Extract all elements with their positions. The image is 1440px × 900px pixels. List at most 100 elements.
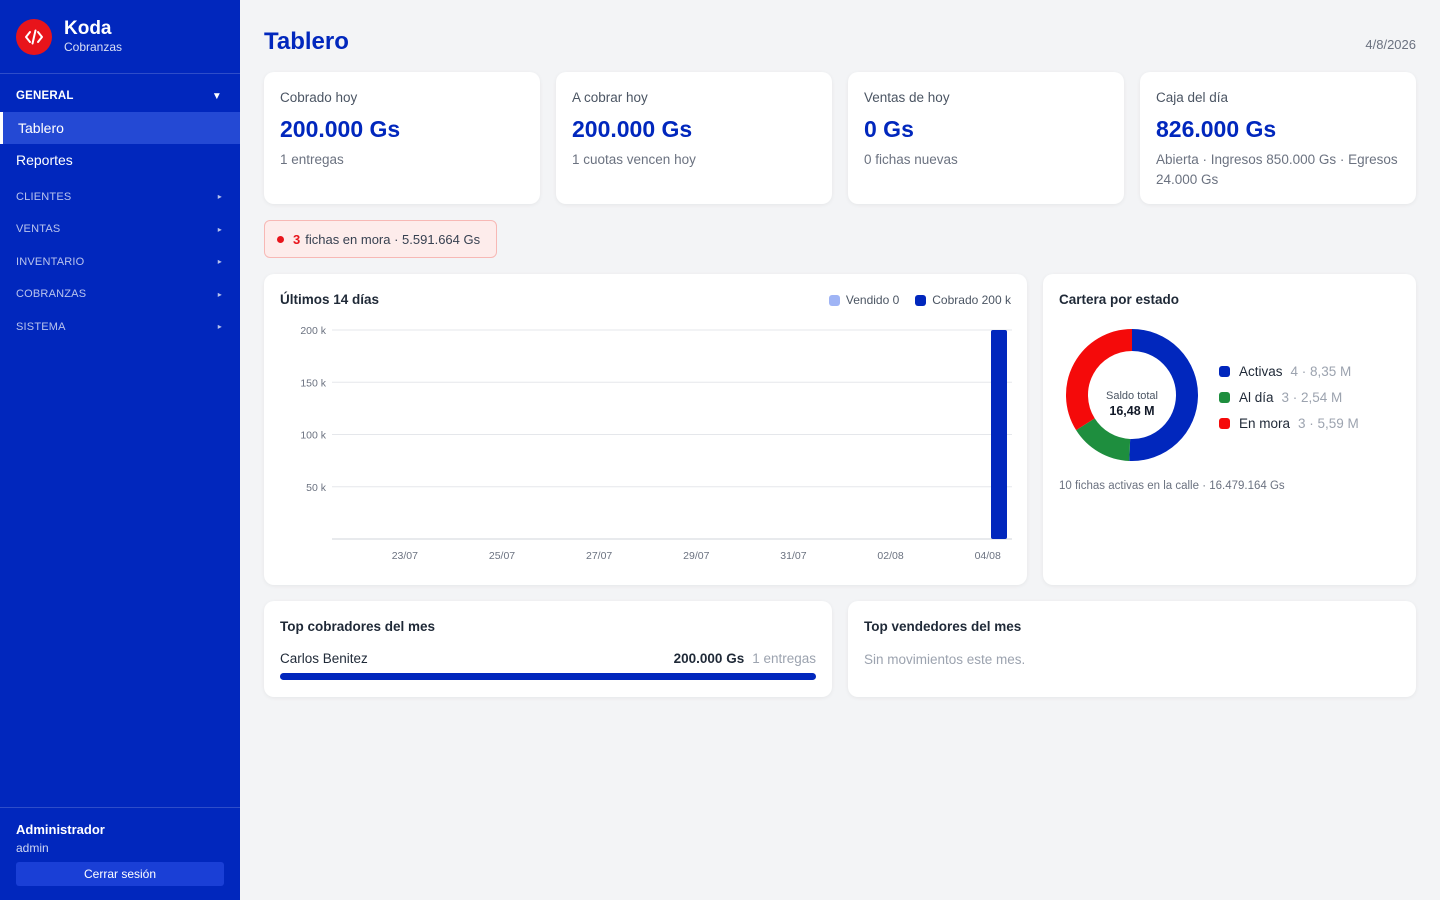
cobrador-amount: 200.000 Gs bbox=[673, 651, 745, 666]
top-vendedores-title: Top vendedores del mes bbox=[864, 619, 1022, 634]
stat-label: Cobrado hoy bbox=[280, 90, 358, 105]
legend-item-vendido: Vendido 0 bbox=[828, 293, 899, 307]
sidebar-item-reportes[interactable]: Reportes bbox=[16, 152, 73, 168]
y-tick-label: 50 k bbox=[306, 482, 327, 494]
donut-legend: Activas 4 · 8,35 M Al día 3 · 2,54 M En … bbox=[1219, 358, 1359, 436]
x-tick-label: 23/07 bbox=[392, 550, 418, 562]
nav-section-inventario[interactable]: INVENTARIO ▸ bbox=[0, 250, 240, 274]
nav-section-general[interactable]: GENERAL ▼ bbox=[0, 84, 240, 108]
stat-card-caja-dia: Caja del día 826.000 Gs Abierta · Ingres… bbox=[1140, 72, 1416, 204]
chevron-right-icon: ▸ bbox=[217, 257, 222, 266]
donut-slice-activas[interactable] bbox=[1129, 329, 1198, 461]
list-item: Carlos Benitez 200.000 Gs 1 entregas bbox=[280, 651, 816, 666]
y-tick-label: 100 k bbox=[300, 430, 326, 442]
legend-label: En mora bbox=[1239, 415, 1291, 431]
progress-fill bbox=[280, 673, 816, 680]
nav-section-sistema[interactable]: SISTEMA ▸ bbox=[0, 315, 240, 339]
alert-count: 3 bbox=[293, 231, 301, 247]
stat-card-a-cobrar-hoy: A cobrar hoy 200.000 Gs 1 cuotas vencen … bbox=[556, 72, 832, 204]
stat-label: Ventas de hoy bbox=[864, 90, 950, 105]
nav-section-label: SISTEMA bbox=[16, 320, 66, 333]
legend-label: Al día bbox=[1239, 389, 1274, 405]
donut-legend-al-dia: Al día 3 · 2,54 M bbox=[1219, 384, 1359, 410]
cobrador-count: 1 entregas bbox=[752, 651, 816, 666]
empty-state-text: Sin movimientos este mes. bbox=[864, 652, 1026, 667]
brand-name: Koda bbox=[64, 17, 112, 39]
y-tick-label: 150 k bbox=[300, 377, 326, 389]
nav-section-clientes[interactable]: CLIENTES ▸ bbox=[0, 185, 240, 209]
legend-swatch bbox=[828, 294, 840, 306]
stat-label: A cobrar hoy bbox=[572, 90, 648, 105]
legend-meta: 3 · 2,54 M bbox=[1281, 389, 1343, 405]
legend-item-cobrado: Cobrado 200 k bbox=[915, 293, 1011, 307]
chart-card-cartera: Cartera por estado Saldo total 16,48 M A… bbox=[1043, 274, 1416, 585]
nav-section-label: VENTAS bbox=[16, 223, 61, 235]
nav-section-label: COBRANZAS bbox=[16, 288, 87, 300]
top-cobradores-card: Top cobradores del mes Carlos Benitez 20… bbox=[264, 601, 832, 697]
bar-cobrado[interactable] bbox=[991, 330, 1007, 539]
stat-sub: Abierta · Ingresos 850.000 Gs · Egresos … bbox=[1156, 152, 1398, 187]
donut-center-value: 16,48 M bbox=[1109, 404, 1154, 418]
stat-card-cobrado-hoy: Cobrado hoy 200.000 Gs 1 entregas bbox=[264, 72, 540, 204]
mora-alert[interactable]: 3 fichas en mora · 5.591.664 Gs bbox=[264, 220, 497, 258]
legend-swatch bbox=[1219, 365, 1230, 377]
stat-card-ventas-hoy: Ventas de hoy 0 Gs 0 fichas nuevas bbox=[848, 72, 1124, 204]
stat-value: 200.000 Gs bbox=[280, 116, 401, 142]
x-tick-label: 29/07 bbox=[683, 550, 709, 562]
nav-section-label: CLIENTES bbox=[16, 190, 72, 203]
brand[interactable]: Koda Cobranzas bbox=[0, 0, 240, 74]
legend-swatch bbox=[1219, 391, 1230, 403]
brand-subtitle: Cobranzas bbox=[64, 39, 123, 54]
legend-meta: 4 · 8,35 M bbox=[1290, 363, 1352, 379]
x-tick-label: 25/07 bbox=[489, 550, 515, 562]
chart-legend: Vendido 0 Cobrado 200 k bbox=[813, 293, 1011, 307]
chart-title: Últimos 14 días bbox=[280, 292, 380, 307]
donut-legend-en-mora: En mora 3 · 5,59 M bbox=[1219, 410, 1359, 436]
donut-footer: 10 fichas activas en la calle · 16.479.1… bbox=[1059, 480, 1285, 492]
sidebar: Koda Cobranzas GENERAL ▼ Tablero Reporte… bbox=[0, 0, 240, 900]
stat-sub: 1 cuotas vencen hoy bbox=[572, 152, 696, 167]
chevron-right-icon: ▸ bbox=[217, 322, 222, 331]
chevron-right-icon: ▸ bbox=[217, 192, 222, 201]
code-icon bbox=[16, 18, 52, 55]
donut-center-label: Saldo total bbox=[1106, 390, 1158, 402]
nav-section-label: INVENTARIO bbox=[16, 255, 85, 268]
x-tick-label: 02/08 bbox=[877, 550, 903, 562]
bar-chart: 50 k 100 k 150 k 200 k 23/07 25/07 27/07 29/07 3… bbox=[300, 325, 1012, 562]
chart-card-ultimos-14-dias: Últimos 14 días Vendido 0 Cobrado 200 k … bbox=[264, 274, 1027, 585]
top-cobradores-title: Top cobradores del mes bbox=[280, 619, 436, 634]
stat-value: 200.000 Gs bbox=[572, 116, 693, 142]
legend-swatch bbox=[1219, 417, 1230, 429]
user-login: admin bbox=[16, 841, 49, 855]
alert-dot-icon bbox=[277, 235, 284, 243]
nav-section-label: GENERAL bbox=[16, 90, 74, 102]
chevron-right-icon: ▸ bbox=[217, 224, 222, 234]
nav-section-cobranzas[interactable]: COBRANZAS ▸ bbox=[0, 282, 240, 306]
donut-slice-al-dia[interactable] bbox=[1076, 417, 1131, 461]
donut-slice-en-mora[interactable] bbox=[1066, 329, 1133, 431]
stat-label: Caja del día bbox=[1156, 90, 1229, 105]
legend-swatch bbox=[915, 294, 927, 306]
stat-sub: 0 fichas nuevas bbox=[864, 152, 958, 167]
y-tick-label: 200 k bbox=[300, 325, 326, 337]
page-title: Tablero bbox=[264, 28, 349, 55]
cobrador-progress-bar bbox=[280, 673, 816, 680]
top-vendedores-card: Top vendedores del mes Sin movimientos e… bbox=[848, 601, 1416, 697]
legend-label: Cobrado 200 k bbox=[932, 293, 1011, 307]
donut-title: Cartera por estado bbox=[1059, 292, 1180, 307]
cobrador-name: Carlos Benitez bbox=[280, 651, 368, 666]
stat-value: 826.000 Gs bbox=[1156, 116, 1277, 142]
x-tick-label: 27/07 bbox=[586, 550, 612, 562]
nav-section-ventas[interactable]: VENTAS ▸ bbox=[0, 217, 240, 241]
chevron-down-icon: ▼ bbox=[211, 90, 222, 102]
page-date: 4/8/2026 bbox=[1365, 37, 1416, 52]
stat-value: 0 Gs bbox=[864, 116, 914, 142]
legend-meta: 3 · 5,59 M bbox=[1298, 415, 1359, 431]
sidebar-nav: GENERAL ▼ Tablero Reportes CLIENTES ▸ VE… bbox=[0, 74, 240, 339]
user-panel: Administrador admin Cerrar sesión bbox=[0, 807, 240, 900]
sidebar-item-tablero[interactable]: Tablero bbox=[0, 112, 240, 144]
chevron-right-icon: ▸ bbox=[217, 289, 222, 299]
logout-button[interactable]: Cerrar sesión bbox=[16, 862, 224, 886]
donut-chart: Saldo total 16,48 M bbox=[1066, 329, 1198, 461]
user-name: Administrador bbox=[16, 822, 105, 837]
